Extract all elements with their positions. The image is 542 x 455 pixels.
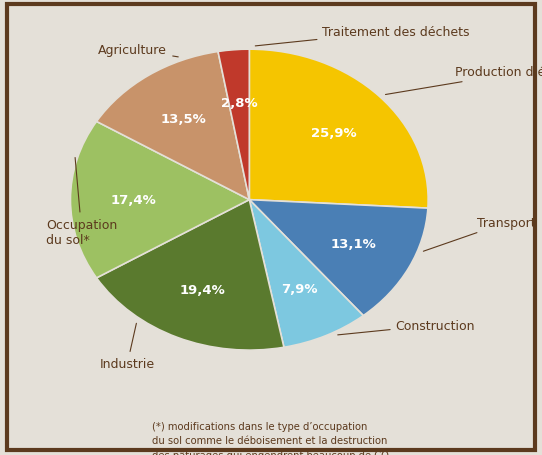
Text: Traitement des déchets: Traitement des déchets	[255, 25, 470, 47]
Wedge shape	[249, 200, 428, 316]
Text: Transport: Transport	[423, 217, 535, 252]
Text: 17,4%: 17,4%	[110, 194, 156, 207]
Text: Occupation
du sol*: Occupation du sol*	[46, 158, 117, 246]
Wedge shape	[96, 52, 249, 200]
Text: Production d’énergie: Production d’énergie	[385, 66, 542, 95]
Text: 19,4%: 19,4%	[179, 283, 225, 296]
Wedge shape	[70, 122, 249, 278]
Wedge shape	[249, 50, 428, 209]
Text: 2,8%: 2,8%	[221, 96, 257, 110]
Wedge shape	[249, 200, 363, 348]
Text: 25,9%: 25,9%	[311, 126, 357, 140]
Wedge shape	[96, 200, 284, 350]
Text: Industrie: Industrie	[100, 324, 155, 370]
Text: 13,5%: 13,5%	[161, 113, 207, 126]
Text: 13,1%: 13,1%	[330, 238, 376, 251]
Text: Construction: Construction	[338, 319, 475, 335]
Text: 7,9%: 7,9%	[281, 282, 318, 295]
Wedge shape	[218, 50, 249, 200]
Text: Agriculture: Agriculture	[98, 44, 178, 58]
Text: (*) modifications dans le type d’occupation
du sol comme le déboisement et la de: (*) modifications dans le type d’occupat…	[152, 421, 392, 455]
